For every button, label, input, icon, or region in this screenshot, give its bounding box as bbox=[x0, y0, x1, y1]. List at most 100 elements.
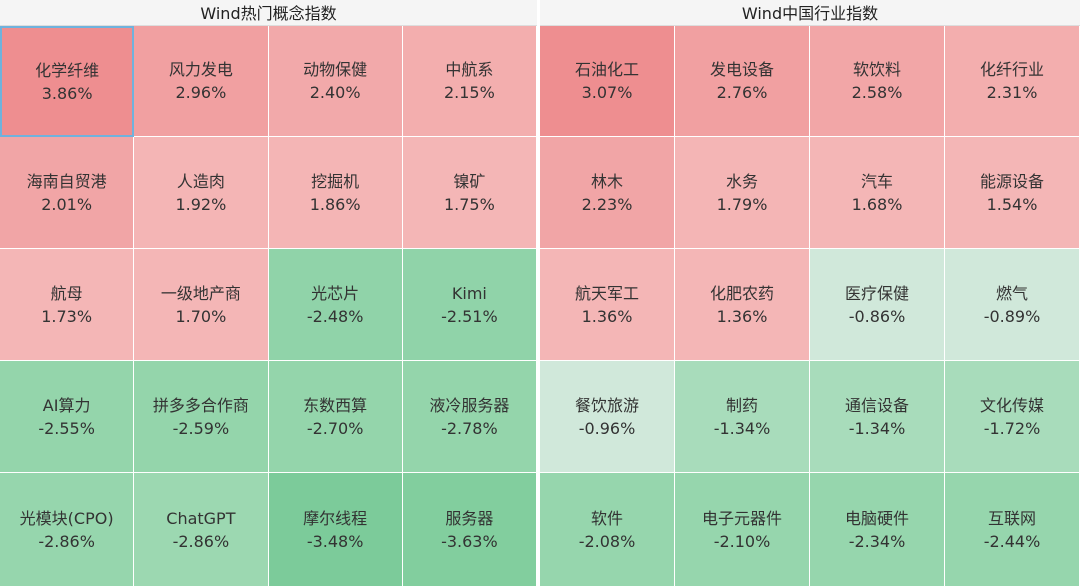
heat-cell[interactable]: 软件 -2.08% bbox=[540, 473, 675, 587]
heat-cell[interactable]: 林木 2.23% bbox=[540, 137, 675, 249]
cell-name: 化肥农药 bbox=[709, 283, 774, 303]
heat-cell[interactable]: 化肥农药 1.36% bbox=[675, 249, 810, 361]
heat-cell[interactable]: 软饮料 2.58% bbox=[810, 26, 945, 137]
heat-cell[interactable]: 风力发电 2.96% bbox=[134, 26, 269, 137]
heat-cell[interactable]: 石油化工 3.07% bbox=[540, 26, 675, 137]
heat-cell[interactable]: 化学纤维 3.86% bbox=[0, 26, 135, 137]
cell-name: 风力发电 bbox=[168, 60, 233, 79]
heat-cell[interactable]: 化纤行业 2.31% bbox=[945, 26, 1080, 137]
cell-change: -2.10% bbox=[713, 531, 771, 551]
heat-cell[interactable]: 服务器 -3.63% bbox=[402, 473, 537, 587]
cell-name: 人造肉 bbox=[176, 171, 225, 191]
cell-name: 互联网 bbox=[987, 508, 1036, 528]
cell-name: 软饮料 bbox=[852, 60, 901, 79]
heat-cell[interactable]: 水务 1.79% bbox=[675, 137, 810, 249]
cell-change: 1.70% bbox=[175, 306, 227, 326]
heat-cell[interactable]: 光芯片 -2.48% bbox=[268, 249, 403, 361]
cell-name: 镍矿 bbox=[453, 171, 486, 191]
cell-name: 医疗保健 bbox=[844, 283, 909, 303]
cell-name: 液冷服务器 bbox=[429, 395, 510, 415]
cell-change: 2.31% bbox=[986, 83, 1038, 102]
cell-change: -2.59% bbox=[172, 418, 230, 438]
cell-change: 1.73% bbox=[41, 306, 93, 326]
index-panel: Wind热门概念指数 化学纤维 3.86% 风力发电 2.96% 动物保健 2.40% 中航系… bbox=[0, 0, 537, 587]
heat-cell[interactable]: 燃气 -0.89% bbox=[945, 249, 1080, 361]
cell-name: AI算力 bbox=[42, 395, 91, 415]
cell-change: -2.70% bbox=[306, 418, 364, 438]
heat-cell[interactable]: 海南自贸港 2.01% bbox=[0, 137, 135, 249]
cell-change: 1.92% bbox=[175, 194, 227, 214]
cell-name: 动物保健 bbox=[303, 60, 368, 79]
heat-cell[interactable]: 发电设备 2.76% bbox=[675, 26, 810, 137]
index-panel: Wind中国行业指数 石油化工 3.07% 发电设备 2.76% 软饮料 2.58% 化纤行业… bbox=[540, 0, 1080, 587]
heat-cell[interactable]: 通信设备 -1.34% bbox=[810, 361, 945, 473]
heat-cell[interactable]: 电子元器件 -2.10% bbox=[675, 473, 810, 587]
heat-cell[interactable]: 汽车 1.68% bbox=[810, 137, 945, 249]
heat-cell[interactable]: 液冷服务器 -2.78% bbox=[402, 361, 537, 473]
heat-cell[interactable]: Kimi -2.51% bbox=[402, 249, 537, 361]
heat-cell[interactable]: 互联网 -2.44% bbox=[945, 473, 1080, 587]
heat-cell[interactable]: 航天军工 1.36% bbox=[540, 249, 675, 361]
cell-name: 服务器 bbox=[445, 508, 494, 528]
heat-cell[interactable]: 能源设备 1.54% bbox=[945, 137, 1080, 249]
panel-title: Wind热门概念指数 bbox=[0, 0, 537, 26]
cell-change: -0.89% bbox=[983, 306, 1041, 326]
cell-name: 制药 bbox=[725, 395, 758, 415]
cell-change: -2.51% bbox=[441, 306, 498, 326]
heat-cell[interactable]: 人造肉 1.92% bbox=[134, 137, 269, 249]
cell-name: 海南自贸港 bbox=[26, 171, 107, 191]
cell-name: 拼多多合作商 bbox=[152, 395, 249, 415]
panel-title: Wind中国行业指数 bbox=[540, 0, 1080, 26]
cell-name: 发电设备 bbox=[709, 60, 774, 79]
heat-cell[interactable]: 挖掘机 1.86% bbox=[268, 137, 403, 249]
cell-change: 2.96% bbox=[175, 83, 227, 102]
cell-change: -2.86% bbox=[172, 531, 230, 551]
heat-cell[interactable]: ChatGPT -2.86% bbox=[134, 473, 269, 587]
heat-cell[interactable]: 东数西算 -2.70% bbox=[268, 361, 403, 473]
cell-name: ChatGPT bbox=[166, 508, 236, 528]
heat-cell[interactable]: 餐饮旅游 -0.96% bbox=[540, 361, 675, 473]
heat-cell[interactable]: 光模块(CPO) -2.86% bbox=[0, 473, 135, 587]
cell-name: 光模块(CPO) bbox=[19, 508, 114, 528]
heat-cell[interactable]: 制药 -1.34% bbox=[675, 361, 810, 473]
cell-change: -2.48% bbox=[306, 306, 364, 326]
heat-cell[interactable]: 镍矿 1.75% bbox=[402, 137, 537, 249]
cell-name: 餐饮旅游 bbox=[574, 395, 639, 415]
cell-change: -3.63% bbox=[441, 531, 498, 551]
cell-change: 1.36% bbox=[581, 306, 633, 326]
cell-name: 软件 bbox=[590, 508, 623, 528]
cell-name: Kimi bbox=[451, 283, 487, 303]
cell-name: 文化传媒 bbox=[979, 395, 1044, 415]
cell-name: 燃气 bbox=[995, 283, 1028, 303]
heat-cell[interactable]: 医疗保健 -0.86% bbox=[810, 249, 945, 361]
cell-name: 航母 bbox=[50, 283, 83, 303]
heat-cell[interactable]: 拼多多合作商 -2.59% bbox=[134, 361, 269, 473]
heat-cell[interactable]: 电脑硬件 -2.34% bbox=[810, 473, 945, 587]
cell-name: 挖掘机 bbox=[311, 171, 360, 191]
cell-change: -0.96% bbox=[578, 418, 636, 438]
heat-cell[interactable]: 一级地产商 1.70% bbox=[134, 249, 269, 361]
cell-change: 2.01% bbox=[41, 194, 93, 214]
heat-cell[interactable]: 中航系 2.15% bbox=[402, 26, 537, 137]
cell-name: 能源设备 bbox=[979, 171, 1044, 191]
cell-change: 1.75% bbox=[443, 194, 495, 214]
cell-change: -2.55% bbox=[38, 418, 95, 438]
cell-name: 石油化工 bbox=[574, 60, 639, 79]
cell-change: -1.72% bbox=[983, 418, 1041, 438]
cell-change: 1.86% bbox=[309, 194, 361, 214]
cell-name: 水务 bbox=[725, 171, 758, 191]
heat-cell[interactable]: 动物保健 2.40% bbox=[268, 26, 403, 137]
heat-cell[interactable]: 航母 1.73% bbox=[0, 249, 135, 361]
cell-name: 化学纤维 bbox=[35, 60, 100, 80]
cell-name: 航天军工 bbox=[574, 283, 639, 303]
heat-cell[interactable]: 文化传媒 -1.72% bbox=[945, 361, 1080, 473]
cell-name: 电脑硬件 bbox=[844, 508, 909, 528]
cell-change: 1.68% bbox=[851, 194, 903, 214]
cell-change: 2.40% bbox=[309, 83, 361, 102]
heat-cell[interactable]: 摩尔线程 -3.48% bbox=[268, 473, 403, 587]
cell-name: 东数西算 bbox=[303, 395, 368, 415]
heat-cell[interactable]: AI算力 -2.55% bbox=[0, 361, 135, 473]
cell-name: 林木 bbox=[590, 171, 623, 191]
cell-change: -2.44% bbox=[983, 531, 1041, 551]
